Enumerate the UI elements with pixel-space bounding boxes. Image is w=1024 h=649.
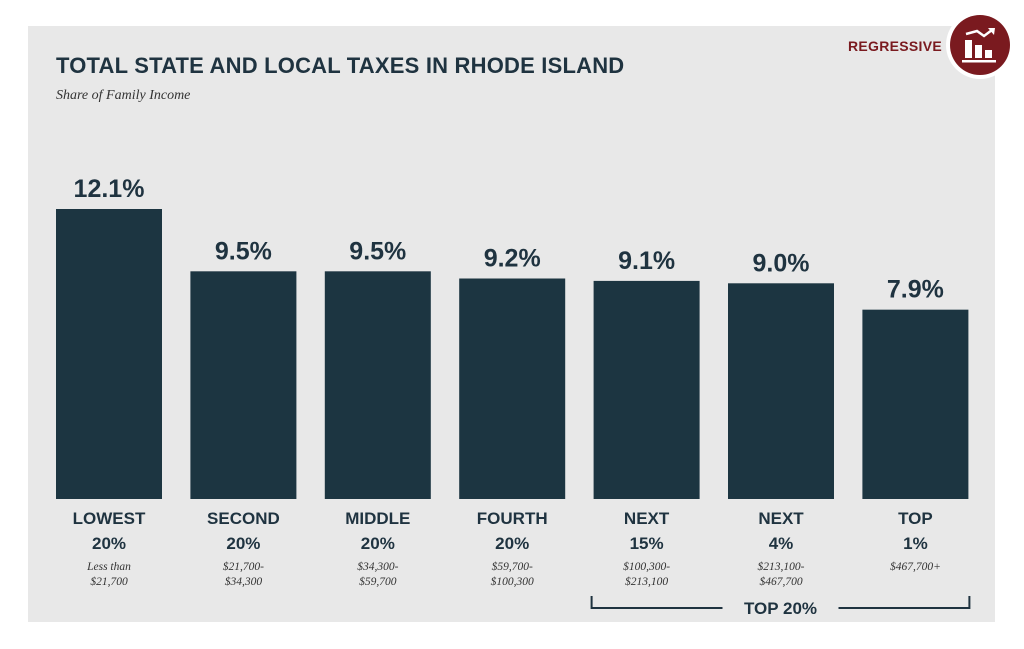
income-range-2-1: $59,700	[359, 575, 397, 588]
category-label-1-0: SECOND	[207, 509, 280, 528]
income-range-5-1: $467,700	[759, 575, 802, 588]
income-range-6-0: $467,700+	[890, 560, 941, 573]
category-label-3-0: FOURTH	[477, 509, 548, 528]
bar-6	[862, 309, 969, 499]
category-label-1-1: 20%	[226, 534, 260, 553]
bar-1	[190, 271, 297, 499]
category-label-2-1: 20%	[361, 534, 395, 553]
bar-3	[459, 278, 566, 499]
bar-5	[728, 283, 834, 499]
top20-bracket-right	[838, 596, 971, 609]
income-range-1-1: $34,300	[225, 575, 263, 588]
bar-0	[56, 209, 162, 499]
income-range-1-0: $21,700-	[223, 560, 264, 573]
category-label-2-0: MIDDLE	[345, 509, 410, 528]
top20-bracket-left	[590, 596, 723, 609]
category-label-4-0: NEXT	[624, 509, 670, 528]
income-range-2-0: $34,300-	[357, 560, 398, 573]
regressive-badge-label: REGRESSIVE	[848, 38, 943, 54]
value-label-4: 9.1%	[618, 247, 675, 275]
category-label-5-0: NEXT	[758, 509, 804, 528]
bar-2	[324, 271, 431, 499]
value-label-2: 9.5%	[349, 237, 406, 265]
category-label-4-1: 15%	[630, 534, 664, 553]
category-label-6-0: TOP	[898, 509, 933, 528]
value-label-6: 7.9%	[887, 276, 944, 304]
value-label-1: 9.5%	[215, 237, 272, 265]
bar-4	[593, 280, 700, 499]
category-label-3-1: 20%	[495, 534, 529, 553]
category-label-6-1: 1%	[903, 534, 928, 553]
value-label-3: 9.2%	[484, 245, 541, 273]
chart-title: TOTAL STATE AND LOCAL TAXES IN RHODE ISL…	[56, 53, 625, 78]
regressive-bar-chart-icon	[946, 11, 1014, 79]
income-range-3-1: $100,300	[491, 575, 534, 588]
income-range-4-1: $213,100	[625, 575, 668, 588]
income-range-4-0: $100,300-	[623, 560, 670, 573]
income-range-0-1: $21,700	[90, 575, 128, 588]
top20-bracket-label: TOP 20%	[744, 599, 817, 618]
income-range-5-0: $213,100-	[758, 560, 805, 573]
income-range-3-0: $59,700-	[492, 560, 533, 573]
category-label-5-1: 4%	[769, 534, 794, 553]
category-label-0-1: 20%	[92, 534, 126, 553]
income-range-0-0: Less than	[86, 561, 131, 573]
chart-subtitle: Share of Family Income	[56, 88, 191, 103]
value-label-5: 9.0%	[753, 249, 810, 277]
value-label-0: 12.1%	[74, 175, 145, 203]
category-label-0-0: LOWEST	[73, 509, 146, 528]
